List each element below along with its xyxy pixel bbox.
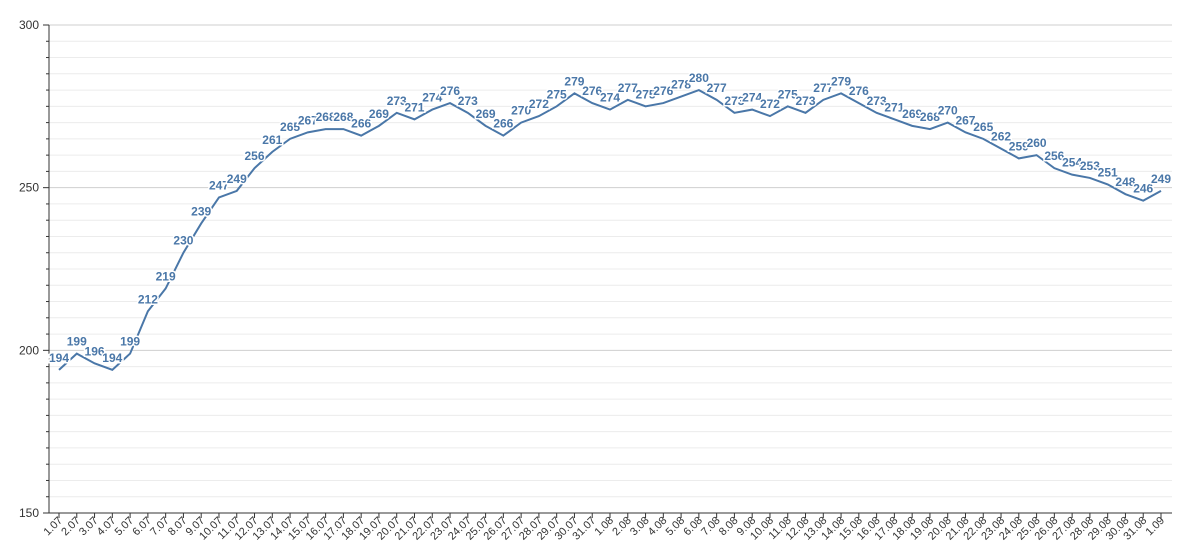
data-label: 266 xyxy=(493,117,513,131)
data-label: 266 xyxy=(351,117,371,131)
data-label: 260 xyxy=(1027,136,1047,150)
data-label: 230 xyxy=(173,234,193,248)
data-label: 253 xyxy=(1080,159,1100,173)
y-tick-label: 250 xyxy=(19,181,39,195)
data-label: 276 xyxy=(582,84,602,98)
y-tick-label: 200 xyxy=(19,343,39,357)
data-label: 278 xyxy=(671,78,691,92)
data-label: 270 xyxy=(511,104,531,118)
data-label: 275 xyxy=(778,87,798,101)
data-label: 268 xyxy=(316,110,336,124)
data-label: 199 xyxy=(120,335,140,349)
data-label: 280 xyxy=(689,71,709,85)
data-label: 269 xyxy=(369,107,389,121)
data-label: 273 xyxy=(867,94,887,108)
x-axis-ticks: 1.072.073.074.075.076.077.078.079.0710.0… xyxy=(41,513,1167,543)
data-label: 274 xyxy=(422,91,442,105)
data-label: 277 xyxy=(618,81,638,95)
data-label: 269 xyxy=(902,107,922,121)
y-tick-label: 300 xyxy=(19,18,39,32)
data-label: 277 xyxy=(813,81,833,95)
y-axis-ticks: 150 200 250 300 xyxy=(19,18,49,520)
data-label: 279 xyxy=(831,74,851,88)
data-label: 274 xyxy=(600,91,620,105)
data-label: 256 xyxy=(245,149,265,163)
data-label: 194 xyxy=(49,351,69,365)
data-label: 254 xyxy=(1062,156,1082,170)
data-label: 279 xyxy=(564,74,584,88)
gridlines xyxy=(49,24,1172,514)
data-label: 271 xyxy=(884,100,904,114)
data-label: 271 xyxy=(404,100,424,114)
data-label: 249 xyxy=(1151,172,1171,186)
data-label: 276 xyxy=(440,84,460,98)
data-label: 219 xyxy=(156,270,176,284)
data-label: 196 xyxy=(85,344,105,358)
data-label: 273 xyxy=(387,94,407,108)
data-label: 247 xyxy=(209,178,229,192)
data-labels: 1941991961941992122192302392472492562612… xyxy=(47,70,1172,367)
data-label: 267 xyxy=(298,113,318,127)
data-label: 265 xyxy=(280,120,300,134)
series-line xyxy=(58,88,1162,371)
data-label: 274 xyxy=(742,91,762,105)
data-label: 246 xyxy=(1133,182,1153,196)
data-label: 275 xyxy=(547,87,567,101)
data-label: 262 xyxy=(991,130,1011,144)
data-label: 194 xyxy=(102,351,122,365)
data-label: 265 xyxy=(973,120,993,134)
data-label: 251 xyxy=(1098,165,1118,179)
data-label: 277 xyxy=(707,81,727,95)
data-label: 261 xyxy=(262,133,282,147)
y-tick-label: 150 xyxy=(19,506,39,520)
data-label: 273 xyxy=(724,94,744,108)
data-label: 273 xyxy=(796,94,816,108)
data-label: 249 xyxy=(227,172,247,186)
data-label: 273 xyxy=(458,94,478,108)
data-label: 248 xyxy=(1115,175,1135,189)
data-label: 269 xyxy=(476,107,496,121)
data-label: 276 xyxy=(653,84,673,98)
data-label: 199 xyxy=(67,335,87,349)
data-label: 268 xyxy=(920,110,940,124)
data-label: 272 xyxy=(529,97,549,111)
data-label: 268 xyxy=(333,110,353,124)
x-tick-label: 1.09 xyxy=(1143,515,1167,539)
data-label: 212 xyxy=(138,292,158,306)
data-label: 256 xyxy=(1044,149,1064,163)
data-label: 270 xyxy=(938,104,958,118)
data-label: 275 xyxy=(636,87,656,101)
data-label: 272 xyxy=(760,97,780,111)
data-label: 267 xyxy=(955,113,975,127)
data-label: 259 xyxy=(1009,139,1029,153)
data-label: 276 xyxy=(849,84,869,98)
data-label: 239 xyxy=(191,204,211,218)
